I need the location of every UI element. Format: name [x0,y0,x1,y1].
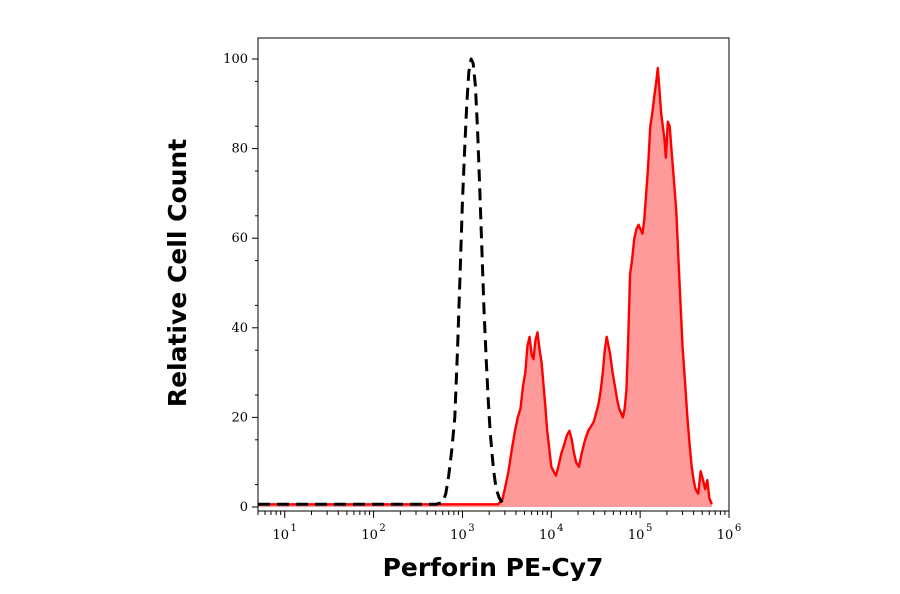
plot-area [258,57,713,507]
y-axis-title: Relative Cell Count [163,139,192,407]
y-axis: 0 20 40 60 80 100 [223,52,258,515]
x-tick-exponent-6: 6 [735,523,741,534]
x-tick-label-3: 10 [450,528,467,543]
y-tick-label-0: 0 [240,500,248,515]
x-tick-label-6: 10 [717,528,734,543]
x-axis-title: Perforin PE-Cy7 [383,553,604,582]
y-tick-label-20: 20 [231,410,248,425]
series-line-0 [258,66,713,506]
y-tick-label-40: 40 [231,321,248,336]
series-layer [258,57,713,507]
x-tick-exponent-1: 1 [291,523,297,534]
series-area-0 [258,68,712,507]
x-tick-exponent-3: 3 [468,523,474,534]
x-tick-exponent-5: 5 [646,523,652,534]
y-tick-label-60: 60 [231,231,248,246]
plot-frame [257,37,730,512]
x-tick-label-2: 10 [361,528,378,543]
x-tick-label-5: 10 [628,528,645,543]
y-tick-label-100: 100 [223,52,248,67]
x-tick-exponent-2: 2 [379,523,385,534]
y-tick-label-80: 80 [231,142,248,157]
x-tick-label-1: 10 [272,528,289,543]
x-axis: 10 1 10 2 10 3 10 4 10 5 10 6 [257,511,741,543]
x-tick-exponent-4: 4 [557,523,563,534]
series-line-1 [258,57,508,506]
x-tick-label-4: 10 [539,528,556,543]
